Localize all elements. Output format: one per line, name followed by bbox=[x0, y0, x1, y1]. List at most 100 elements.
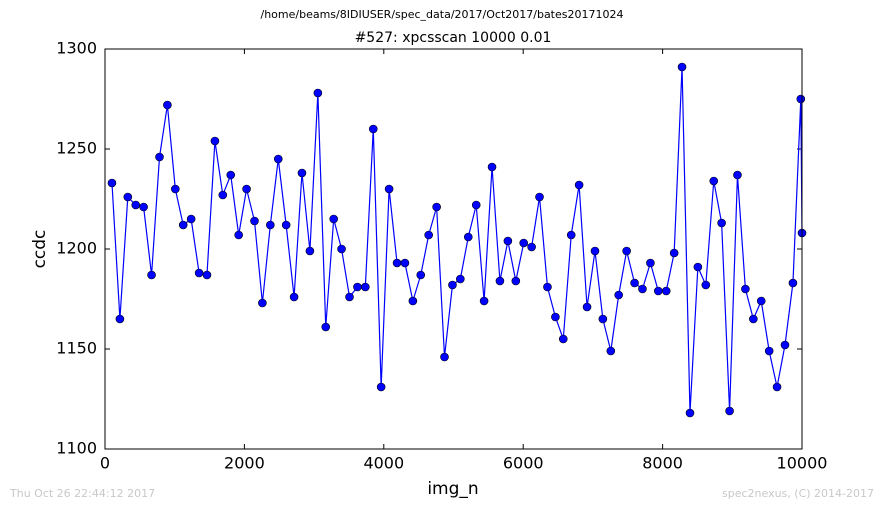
y-tick-label: 1200 bbox=[56, 239, 97, 258]
footer-right: spec2nexus, (C) 2014-2017 bbox=[722, 487, 874, 500]
data-point bbox=[519, 238, 528, 248]
x-tick-label: 8000 bbox=[642, 454, 683, 473]
data-point bbox=[558, 334, 568, 344]
data-point bbox=[479, 296, 489, 306]
data-point bbox=[424, 230, 433, 240]
data-point bbox=[566, 230, 576, 240]
data-point bbox=[487, 162, 497, 172]
y-tick-label: 1100 bbox=[56, 439, 97, 458]
data-point bbox=[448, 280, 457, 290]
data-point bbox=[590, 246, 600, 256]
data-point bbox=[440, 352, 449, 362]
data-point bbox=[701, 280, 711, 290]
data-point bbox=[543, 282, 552, 292]
plot-frame bbox=[104, 48, 803, 450]
data-point bbox=[606, 346, 616, 356]
data-point bbox=[717, 218, 726, 228]
data-point bbox=[471, 200, 481, 210]
data-point bbox=[638, 284, 647, 294]
x-tick-label: 10000 bbox=[777, 454, 828, 473]
data-point bbox=[234, 230, 243, 240]
data-point bbox=[495, 276, 505, 286]
data-point bbox=[709, 176, 719, 186]
x-tick-label: 6000 bbox=[503, 454, 544, 473]
data-point bbox=[693, 262, 703, 272]
data-point bbox=[416, 270, 426, 280]
data-point bbox=[353, 282, 362, 292]
x-axis-label: img_n bbox=[427, 479, 478, 499]
data-point bbox=[321, 322, 331, 332]
data-point bbox=[258, 298, 267, 308]
data-point bbox=[749, 314, 758, 324]
data-point bbox=[313, 88, 323, 98]
data-point bbox=[527, 242, 536, 252]
data-point bbox=[107, 178, 117, 188]
data-point bbox=[266, 220, 275, 230]
data-point bbox=[361, 282, 370, 292]
data-point bbox=[456, 274, 465, 284]
data-point bbox=[582, 302, 592, 312]
x-tick-label: 4000 bbox=[363, 454, 404, 473]
footer-left: Thu Oct 26 22:44:12 2017 bbox=[9, 487, 155, 500]
data-point bbox=[384, 184, 394, 194]
data-point bbox=[139, 202, 148, 212]
data-point bbox=[574, 180, 584, 190]
data-point bbox=[171, 184, 180, 194]
data-point bbox=[503, 236, 513, 246]
data-point bbox=[210, 136, 220, 146]
data-point bbox=[218, 190, 228, 200]
data-point bbox=[194, 268, 204, 278]
y-tick-label: 1150 bbox=[56, 339, 97, 358]
data-point bbox=[337, 244, 346, 254]
data-point bbox=[305, 246, 315, 256]
data-point bbox=[661, 286, 671, 296]
data-point bbox=[796, 94, 806, 104]
data-point bbox=[297, 168, 307, 178]
data-point bbox=[155, 152, 164, 162]
data-point bbox=[163, 100, 172, 110]
data-point bbox=[250, 216, 259, 226]
data-point bbox=[376, 382, 386, 392]
data-point bbox=[273, 154, 283, 164]
x-tick-label: 0 bbox=[100, 454, 110, 473]
data-point bbox=[677, 62, 687, 72]
suptitle: /home/beams/8IDIUSER/spec_data/2017/Oct2… bbox=[261, 8, 624, 21]
data-point bbox=[772, 382, 782, 392]
data-point bbox=[725, 406, 734, 416]
data-point bbox=[202, 270, 212, 280]
data-point bbox=[186, 214, 196, 224]
data-point bbox=[630, 278, 639, 288]
y-axis-label: ccdc bbox=[30, 230, 50, 269]
data-point bbox=[614, 290, 623, 300]
data-point bbox=[685, 408, 695, 418]
data-point bbox=[764, 346, 774, 356]
data-point bbox=[669, 248, 679, 258]
data-point bbox=[622, 246, 631, 256]
data-point bbox=[463, 232, 473, 242]
data-point bbox=[281, 220, 291, 230]
data-line bbox=[111, 66, 803, 414]
data-point bbox=[400, 258, 410, 268]
data-point bbox=[289, 292, 299, 302]
data-point bbox=[756, 296, 766, 306]
data-point bbox=[408, 296, 418, 306]
data-point bbox=[511, 276, 521, 286]
data-point bbox=[329, 214, 338, 224]
data-point bbox=[178, 220, 188, 230]
data-point bbox=[535, 192, 544, 202]
y-tick-label: 1300 bbox=[56, 39, 97, 58]
data-point bbox=[733, 170, 742, 180]
data-point bbox=[123, 192, 133, 202]
data-point bbox=[131, 200, 141, 210]
data-point bbox=[368, 124, 378, 134]
data-point bbox=[345, 292, 354, 302]
data-point bbox=[115, 314, 125, 324]
x-tick-label: 2000 bbox=[224, 454, 265, 473]
data-point bbox=[226, 170, 236, 180]
data-point bbox=[780, 340, 790, 350]
data-point bbox=[598, 314, 608, 324]
data-point bbox=[242, 184, 251, 194]
data-point bbox=[741, 284, 750, 294]
data-point bbox=[646, 258, 655, 268]
